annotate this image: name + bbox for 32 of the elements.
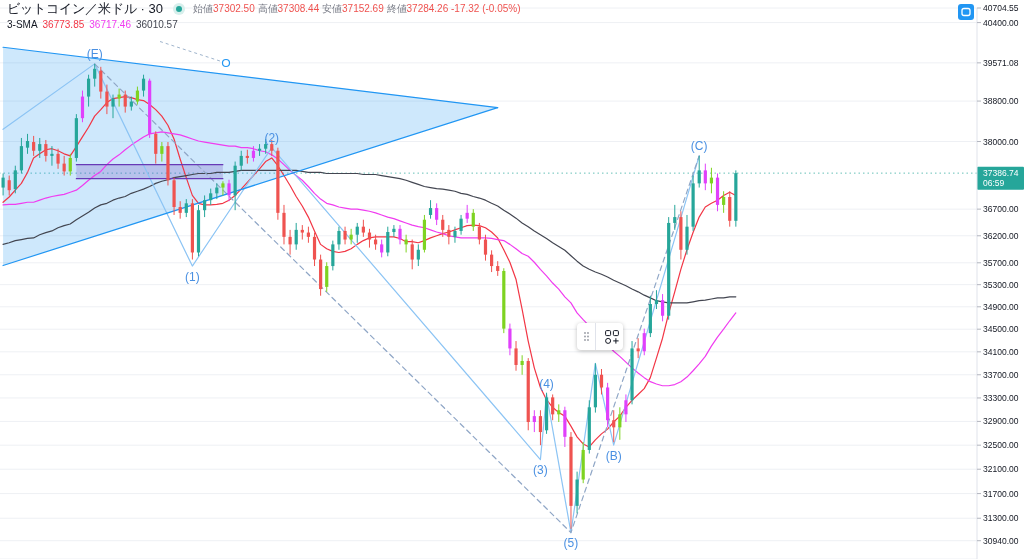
y-tick-label: 38000.00 (983, 136, 1019, 147)
annotation: 3-SMA 36773.85 36717.46 36010.57 (7, 19, 178, 30)
ref-line-label: 37386.74 06:59 (983, 168, 1019, 189)
y-tick-label: 31700.00 (983, 488, 1019, 499)
y-tick-label: 30940.00 (983, 535, 1019, 546)
annotation: (5) (563, 536, 579, 551)
y-tick-label: 36200.00 (983, 230, 1019, 241)
y-tick-label: 35300.00 (983, 279, 1019, 290)
annotation: (3) (533, 463, 548, 478)
annotation: (B) (605, 448, 622, 463)
y-tick-label: 39571.08 (983, 57, 1019, 68)
annotation: (1) (185, 269, 200, 284)
annotation: (E) (86, 46, 103, 61)
y-tick-label: 34900.00 (983, 301, 1019, 312)
y-tick-label: 31300.00 (983, 513, 1019, 524)
y-tick-label: 40704.55 (983, 3, 1019, 14)
y-tick-label: 34500.00 (983, 324, 1019, 335)
y-tick-label: 32500.00 (983, 440, 1019, 451)
y-tick-label: 40400.00 (983, 17, 1019, 28)
chart-title: ビットコイン／米ドル · 30 (7, 1, 164, 17)
y-tick-label: 33300.00 (983, 392, 1019, 403)
annotation: (C) (690, 138, 708, 153)
y-tick-label: 33700.00 (983, 369, 1019, 380)
annotation: (2) (264, 130, 280, 145)
y-tick-label: 32100.00 (983, 464, 1019, 475)
y-tick-label: 35700.00 (983, 257, 1019, 268)
y-tick-label: 34100.00 (983, 346, 1019, 357)
y-tick-label: 38800.00 (983, 96, 1019, 107)
annotation: (4) (539, 377, 554, 392)
chart-subtitle: 始値37302.50 高値37308.44 安値37152.69 終値37284.26 -17.32 (-0.05%) (193, 3, 521, 14)
y-tick-label: 32900.00 (983, 416, 1019, 427)
y-tick-label: 36700.00 (983, 204, 1019, 215)
